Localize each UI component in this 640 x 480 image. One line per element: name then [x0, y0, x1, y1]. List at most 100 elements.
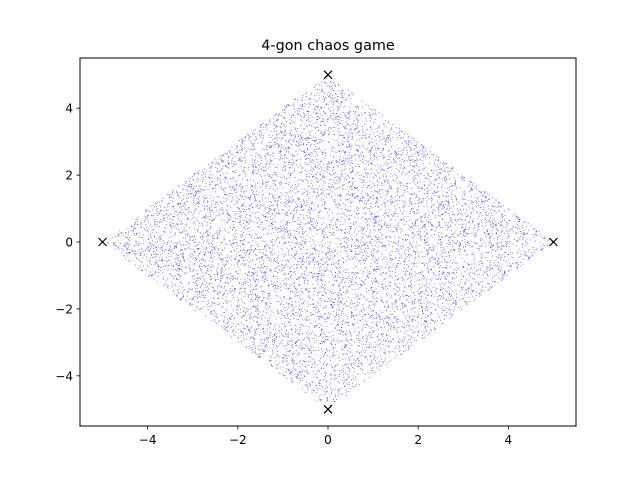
scatter-point — [307, 296, 309, 298]
scatter-point — [372, 249, 374, 251]
scatter-point — [260, 345, 262, 347]
scatter-point — [384, 306, 386, 308]
scatter-point — [232, 199, 234, 201]
scatter-point — [287, 247, 289, 249]
scatter-point — [349, 210, 351, 212]
scatter-point — [302, 311, 304, 312]
scatter-point — [464, 282, 466, 284]
scatter-point — [433, 192, 435, 194]
scatter-point — [394, 212, 396, 214]
scatter-point — [113, 242, 115, 244]
scatter-point — [385, 353, 386, 355]
scatter-point — [355, 111, 357, 113]
scatter-point — [328, 126, 330, 128]
scatter-point — [363, 227, 365, 229]
scatter-point — [313, 332, 315, 334]
scatter-point — [363, 295, 365, 297]
scatter-point — [358, 360, 360, 362]
scatter-point — [243, 302, 245, 304]
scatter-point — [351, 94, 353, 96]
scatter-point — [365, 248, 366, 250]
scatter-point — [336, 179, 338, 181]
scatter-point — [303, 273, 305, 275]
scatter-point — [205, 248, 207, 250]
scatter-point — [231, 243, 233, 244]
scatter-point — [165, 224, 167, 226]
scatter-point — [342, 331, 344, 333]
scatter-point — [372, 371, 374, 373]
scatter-point — [264, 175, 266, 177]
scatter-point — [315, 373, 317, 375]
scatter-point — [236, 304, 238, 306]
scatter-point — [292, 353, 294, 355]
scatter-point — [339, 267, 340, 269]
scatter-point — [325, 231, 326, 233]
scatter-point — [430, 246, 431, 248]
scatter-point — [413, 147, 415, 149]
scatter-point — [332, 232, 334, 234]
scatter-point — [412, 165, 414, 167]
scatter-point — [439, 172, 441, 174]
scatter-point — [243, 249, 245, 250]
scatter-point — [485, 191, 487, 193]
scatter-point — [426, 177, 428, 179]
scatter-point — [324, 340, 326, 342]
scatter-point — [502, 245, 504, 247]
scatter-point — [303, 113, 305, 114]
scatter-point — [344, 346, 346, 348]
scatter-point — [119, 243, 121, 245]
scatter-point — [418, 272, 420, 274]
scatter-point — [439, 169, 441, 171]
scatter-point — [184, 248, 186, 250]
scatter-point — [489, 219, 490, 221]
scatter-point — [272, 275, 274, 277]
scatter-point — [330, 179, 332, 181]
scatter-point — [389, 135, 391, 137]
scatter-point — [485, 196, 487, 198]
scatter-point — [438, 176, 440, 178]
scatter-point — [207, 264, 209, 266]
scatter-point — [255, 200, 257, 202]
scatter-point — [313, 361, 315, 363]
scatter-point — [310, 360, 312, 362]
scatter-point — [292, 209, 294, 211]
scatter-point — [522, 238, 524, 240]
scatter-point — [246, 273, 248, 275]
scatter-point — [219, 320, 221, 322]
scatter-point — [216, 237, 218, 239]
scatter-point — [517, 228, 519, 230]
scatter-point — [192, 179, 194, 181]
scatter-point — [254, 350, 256, 352]
scatter-point — [358, 155, 360, 157]
scatter-point — [183, 227, 185, 229]
scatter-point — [389, 286, 391, 287]
scatter-point — [422, 330, 424, 332]
scatter-point — [367, 371, 369, 373]
scatter-point — [291, 328, 293, 330]
scatter-point — [349, 384, 351, 386]
scatter-point — [399, 298, 401, 300]
scatter-point — [368, 136, 370, 137]
scatter-point — [489, 194, 491, 196]
scatter-point — [252, 267, 254, 269]
scatter-point — [442, 288, 444, 290]
scatter-point — [483, 200, 485, 202]
scatter-point — [408, 274, 410, 276]
scatter-point — [396, 228, 398, 230]
scatter-point — [324, 391, 326, 392]
scatter-point — [318, 310, 320, 312]
scatter-point — [234, 258, 236, 260]
scatter-point — [228, 155, 230, 157]
scatter-point — [438, 271, 440, 273]
scatter-point — [333, 371, 335, 373]
scatter-point — [311, 160, 313, 162]
scatter-point — [293, 114, 294, 116]
scatter-point — [321, 328, 322, 330]
scatter-point — [429, 311, 431, 313]
scatter-point — [397, 158, 399, 160]
scatter-point — [146, 256, 147, 258]
scatter-point — [347, 123, 349, 125]
scatter-point — [334, 83, 336, 85]
scatter-point — [278, 145, 280, 146]
scatter-point — [440, 261, 442, 263]
